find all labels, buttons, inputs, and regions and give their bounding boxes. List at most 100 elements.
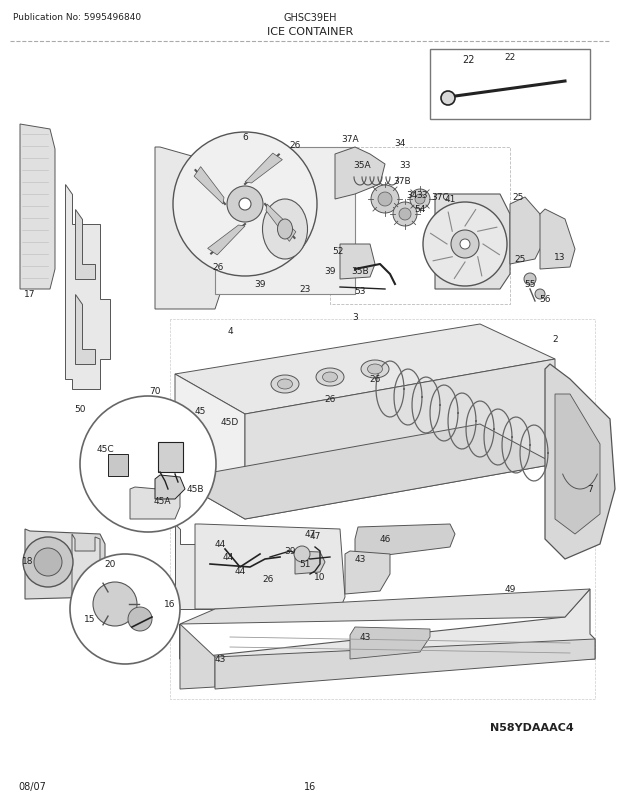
Polygon shape — [295, 551, 325, 574]
Ellipse shape — [361, 361, 389, 379]
Text: 54: 54 — [414, 205, 426, 214]
Bar — [158, 443, 183, 472]
Polygon shape — [175, 525, 215, 610]
Circle shape — [415, 195, 425, 205]
Polygon shape — [155, 476, 185, 500]
Circle shape — [23, 537, 73, 587]
Text: 43: 43 — [360, 633, 371, 642]
Ellipse shape — [278, 379, 293, 390]
Text: 2: 2 — [552, 335, 558, 344]
Text: 26: 26 — [290, 140, 301, 149]
Text: 45D: 45D — [221, 418, 239, 427]
Polygon shape — [340, 245, 375, 280]
Text: 47: 47 — [304, 530, 316, 539]
Text: 41: 41 — [445, 195, 456, 205]
Ellipse shape — [316, 369, 344, 387]
Polygon shape — [175, 375, 245, 520]
Text: 46: 46 — [379, 535, 391, 544]
Text: 26: 26 — [370, 375, 381, 384]
Polygon shape — [72, 534, 100, 597]
Polygon shape — [435, 195, 510, 290]
Circle shape — [460, 240, 470, 249]
Polygon shape — [350, 627, 430, 659]
Polygon shape — [245, 154, 282, 184]
Polygon shape — [25, 529, 105, 599]
Text: 70: 70 — [149, 387, 161, 396]
Polygon shape — [555, 395, 600, 534]
Polygon shape — [75, 294, 95, 365]
Text: 35B: 35B — [351, 267, 369, 276]
Text: 16: 16 — [164, 600, 175, 609]
Ellipse shape — [368, 365, 383, 375]
Text: 18: 18 — [22, 557, 33, 565]
Bar — [108, 455, 128, 476]
Polygon shape — [215, 639, 595, 689]
Polygon shape — [180, 589, 590, 624]
Text: eReplacementParts.com: eReplacementParts.com — [242, 484, 378, 494]
Text: 7: 7 — [587, 485, 593, 494]
Text: 34: 34 — [394, 138, 405, 148]
Circle shape — [399, 209, 411, 221]
Text: 47: 47 — [309, 532, 321, 541]
Text: 45: 45 — [194, 407, 206, 416]
Text: 16: 16 — [304, 781, 316, 791]
Circle shape — [441, 92, 455, 106]
Text: 33: 33 — [416, 190, 428, 199]
Text: 43: 43 — [354, 555, 366, 564]
Polygon shape — [195, 525, 345, 610]
Text: 22: 22 — [462, 55, 474, 65]
Text: 45B: 45B — [186, 485, 204, 494]
Polygon shape — [130, 488, 180, 520]
Text: 6: 6 — [242, 133, 248, 142]
Polygon shape — [545, 365, 615, 559]
Circle shape — [80, 396, 216, 533]
Text: 45C: 45C — [96, 445, 114, 454]
Text: 53: 53 — [354, 287, 366, 296]
Circle shape — [173, 133, 317, 277]
Text: 25: 25 — [515, 255, 526, 264]
Polygon shape — [175, 325, 555, 415]
Ellipse shape — [262, 200, 308, 260]
Polygon shape — [345, 551, 390, 594]
Text: Publication No: 5995496840: Publication No: 5995496840 — [13, 14, 141, 22]
Text: 10: 10 — [314, 573, 326, 581]
Polygon shape — [194, 168, 224, 205]
Text: 23: 23 — [299, 286, 311, 294]
Text: 39: 39 — [284, 547, 296, 556]
Text: 50: 50 — [74, 405, 86, 414]
Polygon shape — [65, 184, 110, 390]
Text: 55: 55 — [525, 280, 536, 290]
Ellipse shape — [322, 373, 337, 383]
Text: 45A: 45A — [153, 497, 170, 506]
Text: 49: 49 — [504, 585, 516, 593]
Circle shape — [451, 231, 479, 259]
Ellipse shape — [271, 375, 299, 394]
Circle shape — [410, 190, 430, 210]
Circle shape — [393, 203, 417, 227]
Text: 44: 44 — [223, 553, 234, 561]
Text: 25: 25 — [512, 193, 524, 202]
Polygon shape — [266, 205, 296, 242]
Text: ICE CONTAINER: ICE CONTAINER — [267, 27, 353, 37]
Text: GHSC39EH: GHSC39EH — [283, 13, 337, 23]
Text: 26: 26 — [324, 395, 335, 404]
Text: 52: 52 — [332, 247, 343, 256]
Circle shape — [524, 273, 536, 286]
Text: 08/07: 08/07 — [18, 781, 46, 791]
Circle shape — [93, 582, 137, 626]
Text: N58YDAAAC4: N58YDAAAC4 — [490, 722, 574, 732]
Text: 17: 17 — [24, 290, 36, 299]
Polygon shape — [540, 210, 575, 269]
Circle shape — [378, 192, 392, 207]
Polygon shape — [215, 148, 355, 294]
Polygon shape — [510, 198, 545, 265]
Text: 3: 3 — [352, 313, 358, 322]
Text: 43: 43 — [215, 654, 226, 664]
Text: 33: 33 — [399, 160, 410, 169]
Text: 39: 39 — [324, 267, 336, 276]
Circle shape — [239, 199, 251, 211]
Circle shape — [371, 186, 399, 214]
Text: 34: 34 — [406, 190, 418, 199]
Text: 37B: 37B — [393, 177, 411, 186]
Polygon shape — [335, 148, 385, 200]
